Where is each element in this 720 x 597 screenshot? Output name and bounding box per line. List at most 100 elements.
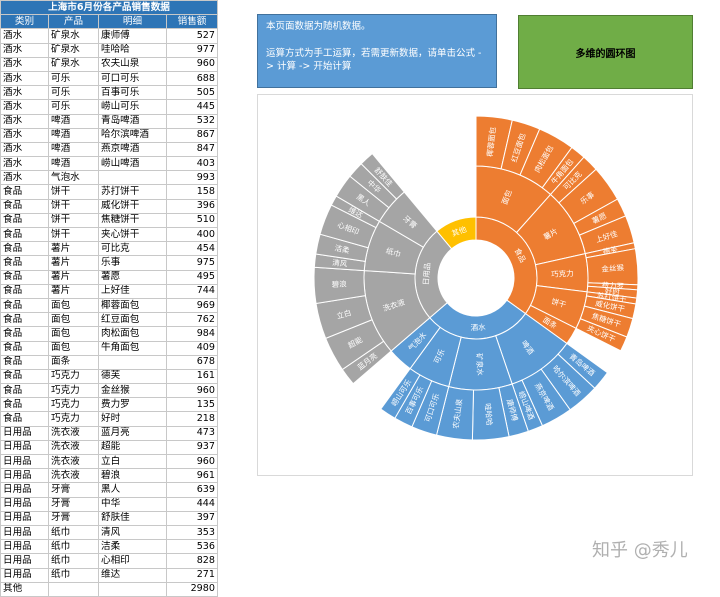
cell-product[interactable]: 面包 bbox=[48, 326, 99, 342]
cell-product[interactable]: 薯片 bbox=[48, 255, 99, 271]
cell-sales[interactable]: 993 bbox=[166, 170, 218, 186]
cell-sales[interactable]: 639 bbox=[166, 482, 218, 498]
cell-detail[interactable]: 苏打饼干 bbox=[98, 184, 167, 200]
cell-product[interactable]: 牙膏 bbox=[48, 496, 99, 512]
cell-category[interactable]: 食品 bbox=[0, 241, 49, 257]
header-product[interactable]: 产品 bbox=[48, 14, 99, 30]
cell-sales[interactable]: 397 bbox=[166, 510, 218, 526]
cell-sales[interactable]: 960 bbox=[166, 453, 218, 470]
cell-category[interactable]: 食品 bbox=[0, 198, 49, 214]
cell-product[interactable]: 面条 bbox=[48, 354, 99, 370]
cell-category[interactable]: 日用品 bbox=[0, 510, 49, 526]
cell-detail[interactable]: 薯愿 bbox=[98, 269, 167, 285]
cell-product[interactable]: 面包 bbox=[48, 312, 99, 328]
cell-category[interactable]: 日用品 bbox=[0, 524, 49, 541]
cell-sales[interactable]: 536 bbox=[166, 539, 218, 555]
cell-product[interactable]: 薯片 bbox=[48, 269, 99, 285]
cell-product[interactable]: 矿泉水 bbox=[48, 56, 99, 72]
cell-category[interactable]: 酒水 bbox=[0, 156, 49, 172]
cell-sales[interactable]: 960 bbox=[166, 383, 218, 399]
cell-product[interactable]: 纸巾 bbox=[48, 553, 99, 569]
cell-category[interactable]: 食品 bbox=[0, 269, 49, 285]
cell-detail[interactable]: 哇哈哈 bbox=[98, 42, 167, 58]
cell-category[interactable]: 食品 bbox=[0, 312, 49, 328]
cell-sales[interactable]: 977 bbox=[166, 42, 218, 58]
cell-category[interactable]: 日用品 bbox=[0, 468, 49, 484]
cell-product[interactable]: 可乐 bbox=[48, 70, 99, 87]
cell-category[interactable]: 日用品 bbox=[0, 539, 49, 555]
cell-detail[interactable] bbox=[98, 354, 167, 370]
cell-detail[interactable]: 崂山啤酒 bbox=[98, 156, 167, 172]
cell-other-label[interactable]: 其他 bbox=[0, 581, 49, 597]
cell-detail[interactable] bbox=[98, 170, 167, 186]
cell-detail[interactable]: 黑人 bbox=[98, 482, 167, 498]
cell-product[interactable]: 饼干 bbox=[48, 226, 99, 243]
cell-detail[interactable]: 上好佳 bbox=[98, 283, 167, 299]
cell-product[interactable]: 饼干 bbox=[48, 212, 99, 229]
cell-sales[interactable]: 158 bbox=[166, 184, 218, 200]
cell-sales[interactable]: 409 bbox=[166, 340, 218, 356]
cell-empty[interactable] bbox=[98, 581, 167, 597]
cell-product[interactable]: 洗衣液 bbox=[48, 425, 99, 441]
cell-detail[interactable]: 燕京啤酒 bbox=[98, 141, 167, 158]
cell-sales[interactable]: 532 bbox=[166, 113, 218, 129]
cell-detail[interactable]: 可比克 bbox=[98, 241, 167, 257]
cell-product[interactable]: 面包 bbox=[48, 340, 99, 356]
cell-detail[interactable]: 舒肤佳 bbox=[98, 510, 167, 526]
cell-detail[interactable]: 肉松面包 bbox=[98, 326, 167, 342]
cell-detail[interactable]: 中华 bbox=[98, 496, 167, 512]
cell-category[interactable]: 酒水 bbox=[0, 56, 49, 72]
cell-product[interactable]: 纸巾 bbox=[48, 539, 99, 555]
cell-sales[interactable]: 505 bbox=[166, 85, 218, 101]
cell-product[interactable]: 巧克力 bbox=[48, 411, 99, 427]
cell-category[interactable]: 食品 bbox=[0, 397, 49, 413]
cell-product[interactable]: 啤酒 bbox=[48, 113, 99, 129]
cell-product[interactable]: 洗衣液 bbox=[48, 468, 99, 484]
cell-detail[interactable]: 立白 bbox=[98, 453, 167, 470]
cell-sales[interactable]: 510 bbox=[166, 212, 218, 229]
cell-category[interactable]: 酒水 bbox=[0, 85, 49, 101]
cell-category[interactable]: 食品 bbox=[0, 368, 49, 385]
cell-sales[interactable]: 678 bbox=[166, 354, 218, 370]
info-note-box[interactable]: 本页面数据为随机数据。 运算方式为手工运算，若需更新数据，请单击公式 -> 计算… bbox=[257, 14, 497, 88]
cell-sales[interactable]: 396 bbox=[166, 198, 218, 214]
chart-area[interactable]: 食品 面包 椰蓉面包 红豆面包 肉松面包 牛角面包 薯片 可比克 乐事 薯愿 上好佳 巧克力 德芙 金丝猴… bbox=[257, 94, 693, 476]
cell-detail[interactable]: 费力罗 bbox=[98, 397, 167, 413]
cell-category[interactable]: 食品 bbox=[0, 411, 49, 427]
cell-product[interactable]: 面包 bbox=[48, 297, 99, 314]
cell-sales[interactable]: 495 bbox=[166, 269, 218, 285]
cell-detail[interactable]: 德芙 bbox=[98, 368, 167, 385]
cell-product[interactable]: 啤酒 bbox=[48, 141, 99, 158]
cell-detail[interactable]: 可口可乐 bbox=[98, 70, 167, 87]
cell-product[interactable]: 气泡水 bbox=[48, 170, 99, 186]
cell-detail[interactable]: 好时 bbox=[98, 411, 167, 427]
cell-detail[interactable]: 青岛啤酒 bbox=[98, 113, 167, 129]
header-category[interactable]: 类别 bbox=[0, 14, 49, 30]
cell-sales[interactable]: 161 bbox=[166, 368, 218, 385]
cell-product[interactable]: 矿泉水 bbox=[48, 28, 99, 44]
cell-sales[interactable]: 454 bbox=[166, 241, 218, 257]
cell-detail[interactable]: 夹心饼干 bbox=[98, 226, 167, 243]
cell-category[interactable]: 食品 bbox=[0, 255, 49, 271]
cell-sales[interactable]: 961 bbox=[166, 468, 218, 484]
cell-category[interactable]: 食品 bbox=[0, 383, 49, 399]
cell-sales[interactable]: 847 bbox=[166, 141, 218, 158]
cell-detail[interactable]: 红豆面包 bbox=[98, 312, 167, 328]
cell-detail[interactable]: 清风 bbox=[98, 524, 167, 541]
cell-category[interactable]: 酒水 bbox=[0, 42, 49, 58]
cell-detail[interactable]: 椰蓉面包 bbox=[98, 297, 167, 314]
cell-category[interactable]: 日用品 bbox=[0, 553, 49, 569]
cell-detail[interactable]: 金丝猴 bbox=[98, 383, 167, 399]
cell-product[interactable]: 可乐 bbox=[48, 99, 99, 115]
cell-category[interactable]: 食品 bbox=[0, 297, 49, 314]
cell-category[interactable]: 食品 bbox=[0, 283, 49, 299]
cell-product[interactable]: 薯片 bbox=[48, 241, 99, 257]
cell-sales[interactable]: 969 bbox=[166, 297, 218, 314]
cell-category[interactable]: 日用品 bbox=[0, 496, 49, 512]
cell-product[interactable]: 饼干 bbox=[48, 198, 99, 214]
cell-product[interactable]: 啤酒 bbox=[48, 156, 99, 172]
cell-detail[interactable]: 哈尔滨啤酒 bbox=[98, 127, 167, 143]
header-detail[interactable]: 明细 bbox=[98, 14, 167, 30]
cell-product[interactable]: 啤酒 bbox=[48, 127, 99, 143]
